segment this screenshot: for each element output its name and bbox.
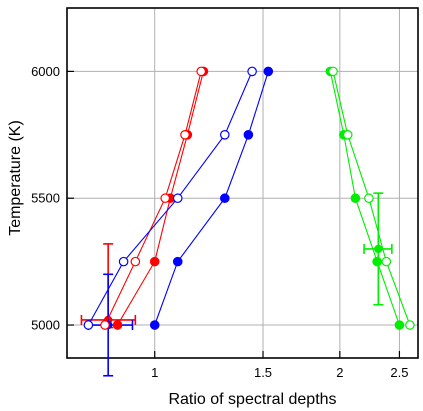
blue-filled-series <box>149 66 274 330</box>
data-point <box>149 320 160 330</box>
data-series <box>83 66 415 330</box>
data-point <box>118 256 129 267</box>
blue-open-series <box>83 66 257 330</box>
data-point <box>405 320 415 330</box>
data-point <box>149 256 160 267</box>
x-axis-label: Ratio of spectral depths <box>168 391 336 408</box>
axis-ticks: 1 1.5 2 2.5 5000 5500 6000 <box>31 64 408 380</box>
data-point <box>196 66 206 77</box>
data-point <box>328 66 338 77</box>
data-point <box>342 130 353 140</box>
blue-error-bar <box>87 273 134 377</box>
data-point <box>130 256 141 267</box>
y-axis-label: Temperature (K) <box>7 120 24 236</box>
data-point <box>350 193 361 204</box>
data-point <box>381 256 392 267</box>
data-point <box>372 256 382 267</box>
data-point <box>172 193 183 204</box>
data-point <box>180 130 190 140</box>
data-point <box>100 320 110 330</box>
plot-frame <box>66 7 419 359</box>
error-bars <box>80 192 393 377</box>
green-error-bar <box>363 192 393 306</box>
data-point <box>83 320 94 330</box>
error-bar-point <box>374 244 383 254</box>
data-point <box>394 320 405 330</box>
data-point <box>364 193 374 204</box>
x-tick-label: 1.5 <box>254 365 272 380</box>
data-point <box>243 130 254 140</box>
x-tick-label: 2 <box>336 365 343 380</box>
red-open-series <box>100 66 206 330</box>
data-point <box>112 320 123 330</box>
data-point <box>247 66 257 77</box>
data-point <box>219 130 230 140</box>
red-filled-series <box>112 66 209 330</box>
grid-lines <box>67 8 418 358</box>
x-tick-label: 2.5 <box>390 365 408 380</box>
y-tick-label: 5500 <box>31 191 60 206</box>
data-point <box>172 256 183 267</box>
data-point <box>160 193 171 204</box>
green-open-series <box>328 66 415 330</box>
x-tick-label: 1 <box>151 365 158 380</box>
data-point <box>219 193 230 204</box>
data-point <box>263 66 274 77</box>
y-tick-label: 6000 <box>31 64 60 79</box>
y-tick-label: 5000 <box>31 318 60 333</box>
